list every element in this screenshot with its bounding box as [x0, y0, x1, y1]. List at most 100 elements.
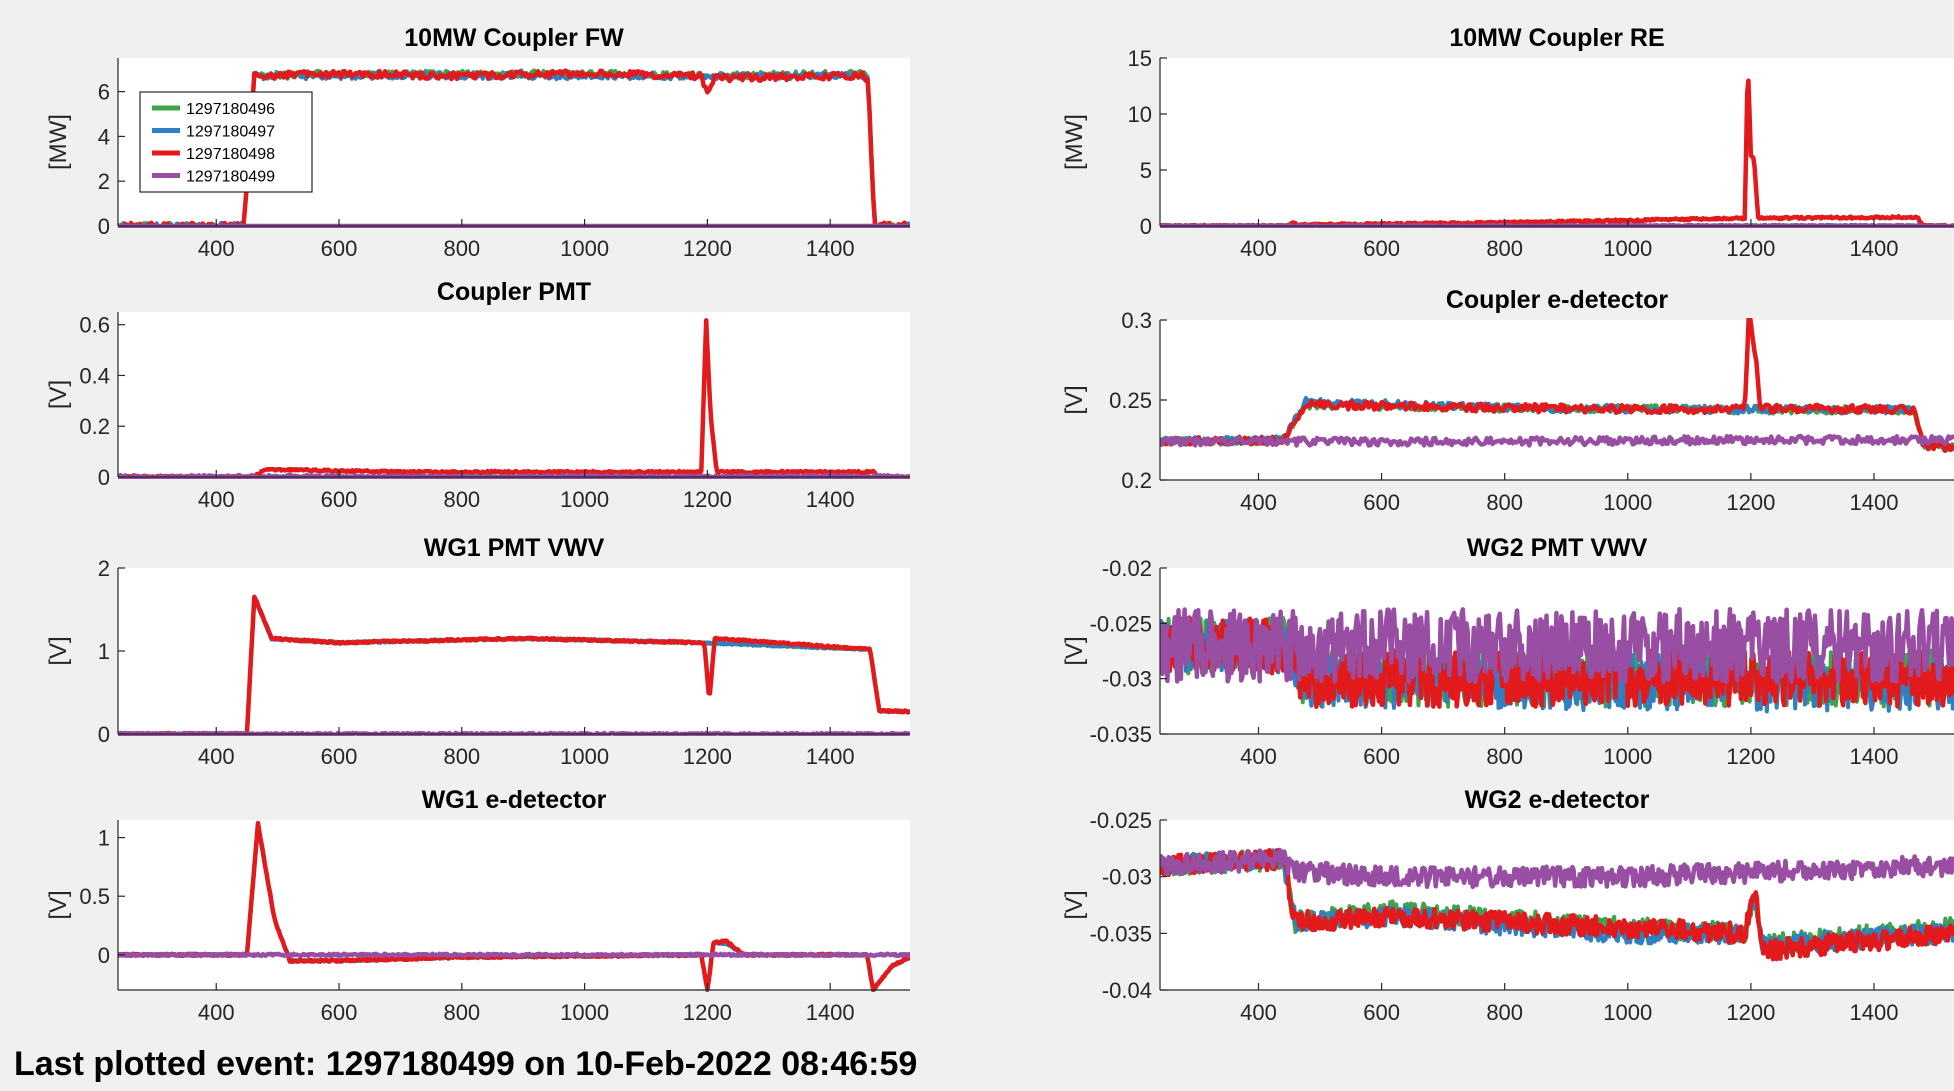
- y-tick-label: -0.02: [1102, 556, 1152, 581]
- x-tick-label: 1200: [683, 236, 732, 261]
- x-tick-label: 1400: [1850, 490, 1899, 515]
- x-tick-label: 600: [1363, 490, 1400, 515]
- y-tick-label: -0.025: [1090, 611, 1152, 636]
- x-tick-label: 1000: [560, 1000, 609, 1025]
- x-tick-label: 1000: [560, 487, 609, 512]
- y-tick-label: -0.035: [1090, 722, 1152, 747]
- series-line-1297180499: [1160, 433, 1954, 448]
- series-line-1297180499: [1160, 848, 1954, 890]
- x-tick-label: 400: [1240, 1000, 1277, 1025]
- chart-panel-3: 400 600 800 1000 1200 1400 0 0.2 0.4 0.6 Coupler P…: [45, 278, 910, 512]
- series-group: [1160, 606, 1954, 714]
- y-tick-label: 1: [98, 639, 110, 664]
- x-tick-label: 1200: [1726, 744, 1775, 769]
- x-tick-label: 600: [321, 1000, 358, 1025]
- y-axis-label: [MW]: [1061, 114, 1088, 170]
- y-tick-label: 4: [98, 124, 110, 149]
- y-axis-label: [V]: [1061, 636, 1088, 665]
- y-tick-label: 0: [1140, 214, 1152, 239]
- plot-area: [1160, 58, 1954, 226]
- series-line-1297180498: [118, 594, 910, 736]
- y-axis-label: [V]: [45, 380, 72, 409]
- y-tick-label: 2: [98, 556, 110, 581]
- x-tick-label: 400: [198, 744, 235, 769]
- legend-entry-1297180497: 1297180497: [186, 124, 275, 141]
- y-tick-label: 0.2: [1121, 468, 1152, 493]
- x-tick-label: 1200: [1726, 490, 1775, 515]
- x-tick-label: 600: [1363, 1000, 1400, 1025]
- x-tick-label: 1400: [806, 236, 855, 261]
- series-group: [118, 820, 910, 992]
- x-tick-label: 600: [1363, 744, 1400, 769]
- x-tick-label: 1200: [683, 1000, 732, 1025]
- x-tick-label: 1000: [560, 744, 609, 769]
- x-tick-label: 800: [443, 1000, 480, 1025]
- series-line-1297180498: [1160, 847, 1954, 962]
- x-tick-label: 800: [1486, 744, 1523, 769]
- last-plotted-event-text: Last plotted event: 1297180499 on 10-Feb…: [14, 1045, 918, 1083]
- x-tick-label: 400: [198, 236, 235, 261]
- x-tick-label: 1200: [683, 744, 732, 769]
- series-line-1297180499: [1160, 606, 1954, 685]
- chart-title: WG1 PMT VWV: [424, 534, 605, 562]
- x-tick-label: 400: [198, 1000, 235, 1025]
- x-tick-label: 800: [443, 744, 480, 769]
- y-tick-label: 2: [98, 169, 110, 194]
- y-tick-label: 0.3: [1121, 308, 1152, 333]
- x-tick-label: 1400: [1850, 1000, 1899, 1025]
- y-axis-label: [V]: [1061, 890, 1088, 919]
- y-tick-label: 1: [98, 826, 110, 851]
- y-tick-label: -0.03: [1102, 865, 1152, 890]
- y-axis-label: [V]: [45, 890, 72, 919]
- x-tick-label: 800: [1486, 490, 1523, 515]
- y-tick-label: 0.2: [79, 414, 110, 439]
- series-line-1297180499: [118, 951, 910, 959]
- x-tick-label: 600: [321, 236, 358, 261]
- x-tick-label: 800: [443, 487, 480, 512]
- x-tick-label: 800: [443, 236, 480, 261]
- chart-title: WG2 e-detector: [1465, 786, 1650, 814]
- chart-panel-7: 400 600 800 1000 1200 1400 0 0.5 1 WG1 e-detector…: [45, 786, 910, 1025]
- series-group: [1160, 318, 1954, 453]
- x-tick-label: 800: [1486, 1000, 1523, 1025]
- chart-panel-5: 400 600 800 1000 1200 1400 0 1 2 WG1 PMT VWV [V]: [45, 534, 910, 769]
- series-line-1297180498: [1160, 318, 1954, 453]
- y-tick-label: 0.4: [79, 363, 110, 388]
- y-tick-label: 0: [98, 465, 110, 490]
- x-tick-label: 1000: [1603, 490, 1652, 515]
- x-tick-label: 1400: [806, 744, 855, 769]
- legend-entry-1297180496: 1297180496: [186, 101, 275, 118]
- x-tick-label: 600: [321, 744, 358, 769]
- y-tick-label: 0.5: [79, 884, 110, 909]
- y-tick-label: 0: [98, 722, 110, 747]
- chart-title: Coupler PMT: [437, 278, 591, 306]
- series-line-1297180498: [1160, 78, 1954, 228]
- x-tick-label: 1000: [1603, 1000, 1652, 1025]
- legend-entry-1297180498: 1297180498: [186, 146, 275, 163]
- y-tick-label: 0: [98, 943, 110, 968]
- y-tick-label: 0.25: [1109, 388, 1152, 413]
- y-tick-label: -0.035: [1090, 921, 1152, 946]
- chart-panel-6: 400 600 800 1000 1200 1400 -0.035 -0.03 -0.025 -0…: [1061, 534, 1954, 769]
- y-tick-label: -0.03: [1102, 667, 1152, 692]
- plot-area: [118, 568, 910, 734]
- chart-title: 10MW Coupler FW: [404, 24, 624, 52]
- y-tick-label: 0: [98, 214, 110, 239]
- x-tick-label: 1200: [1726, 1000, 1775, 1025]
- x-tick-label: 400: [1240, 744, 1277, 769]
- x-tick-label: 400: [1240, 490, 1277, 515]
- chart-panel-4: 400 600 800 1000 1200 1400 0.2 0.25 0.3 Coupler e…: [1061, 286, 1954, 515]
- legend: 1297180496 1297180497 1297180498 1297180499: [139, 91, 313, 193]
- chart-panel-2: 400 600 800 1000 1200 1400 0 5 10 15 10MW Coupler …: [1061, 24, 1954, 261]
- y-axis-label: [MW]: [45, 114, 72, 170]
- chart-title: WG2 PMT VWV: [1467, 534, 1648, 562]
- chart-title: 10MW Coupler RE: [1449, 24, 1664, 52]
- x-tick-label: 1200: [1726, 236, 1775, 261]
- x-tick-label: 1200: [683, 487, 732, 512]
- y-tick-label: 5: [1140, 158, 1152, 183]
- y-tick-label: -0.025: [1090, 808, 1152, 833]
- chart-title: Coupler e-detector: [1446, 286, 1669, 314]
- x-tick-label: 1000: [560, 236, 609, 261]
- x-tick-label: 1400: [1850, 236, 1899, 261]
